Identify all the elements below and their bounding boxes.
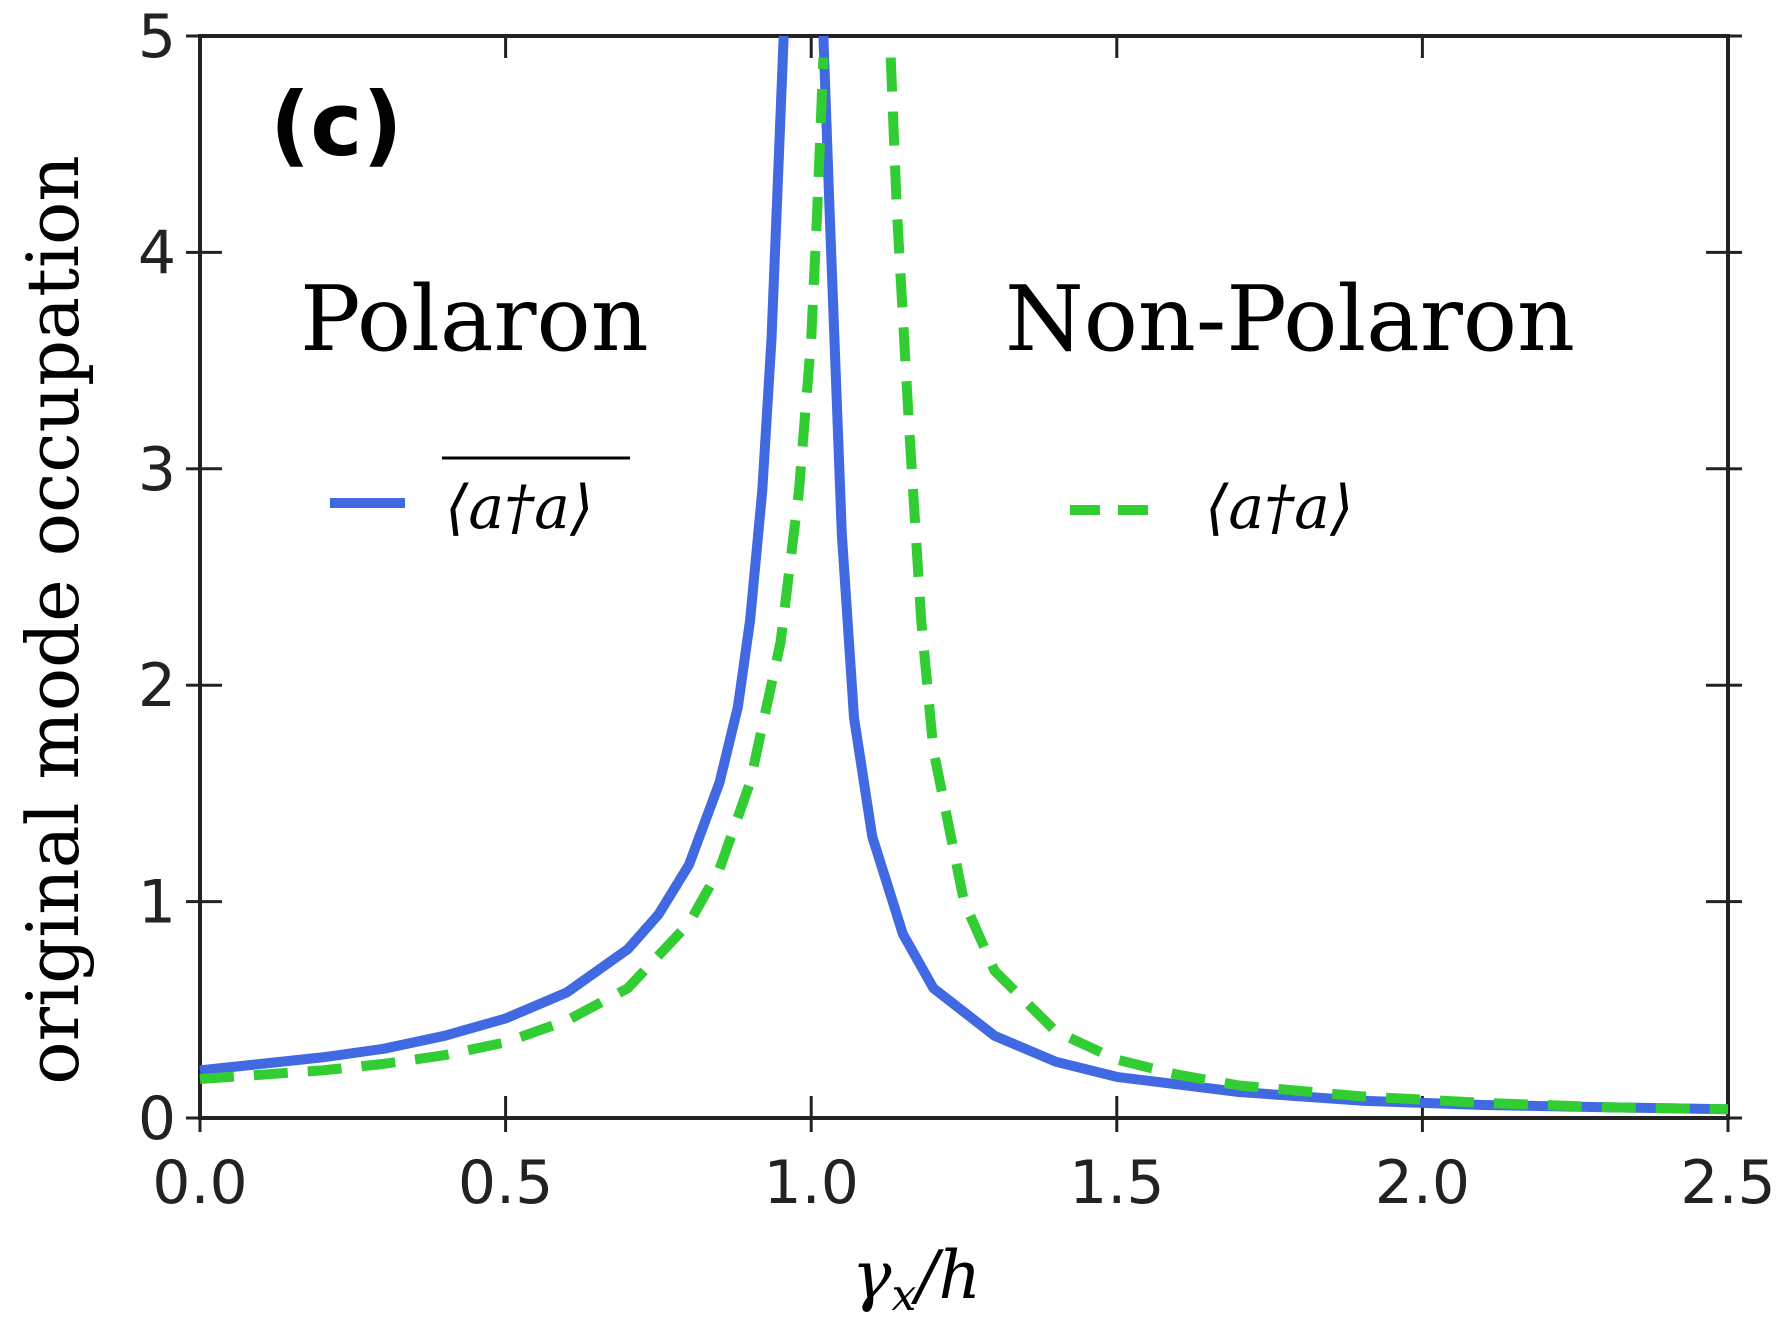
series-polaron-line [818, 35, 1729, 1115]
legend-label-non-polaron: ⟨a†a⟩ [1205, 473, 1353, 543]
y-tick-label: 3 [138, 435, 176, 505]
series-non-polaron-line [199, 57, 829, 1084]
y-tick-label: 4 [138, 218, 176, 288]
series-non-polaron-line [885, 57, 1729, 1115]
x-tick-label: 0.0 [152, 1148, 247, 1218]
x-axis-title: γx/h [852, 1237, 981, 1321]
legend-label-polaron: ⟨a†a⟩ [445, 473, 593, 543]
y-axis-title: original mode occupation [11, 155, 95, 1084]
ticks-layer: 0.0 0.5 1.0 1.5 2.0 2.5 0 1 2 3 4 5 [138, 2, 1776, 1218]
annotation-non-polaron: Non-Polaron [1005, 267, 1575, 372]
series-polaron-line [199, 35, 789, 1076]
y-tick-label: 5 [138, 2, 176, 72]
y-tick-label: 0 [138, 1084, 176, 1154]
x-axis-title-main: γ [852, 1237, 892, 1314]
annotation-polaron: Polaron [300, 267, 649, 372]
x-tick-label: 1.0 [763, 1148, 858, 1218]
plot-frame [198, 34, 1730, 1120]
panel-label: (c) [270, 73, 403, 176]
x-tick-label: 0.5 [458, 1148, 553, 1218]
x-tick-label: 1.5 [1069, 1148, 1164, 1218]
x-tick-label: 2.0 [1375, 1148, 1470, 1218]
series-layer [199, 35, 1729, 1115]
x-tick-label: 2.5 [1680, 1148, 1775, 1218]
x-axis-title-rest: /h [910, 1237, 981, 1314]
y-tick-label: 1 [138, 868, 176, 938]
y-tick-label: 2 [138, 651, 176, 721]
x-axis-title-sub: x [891, 1270, 916, 1321]
